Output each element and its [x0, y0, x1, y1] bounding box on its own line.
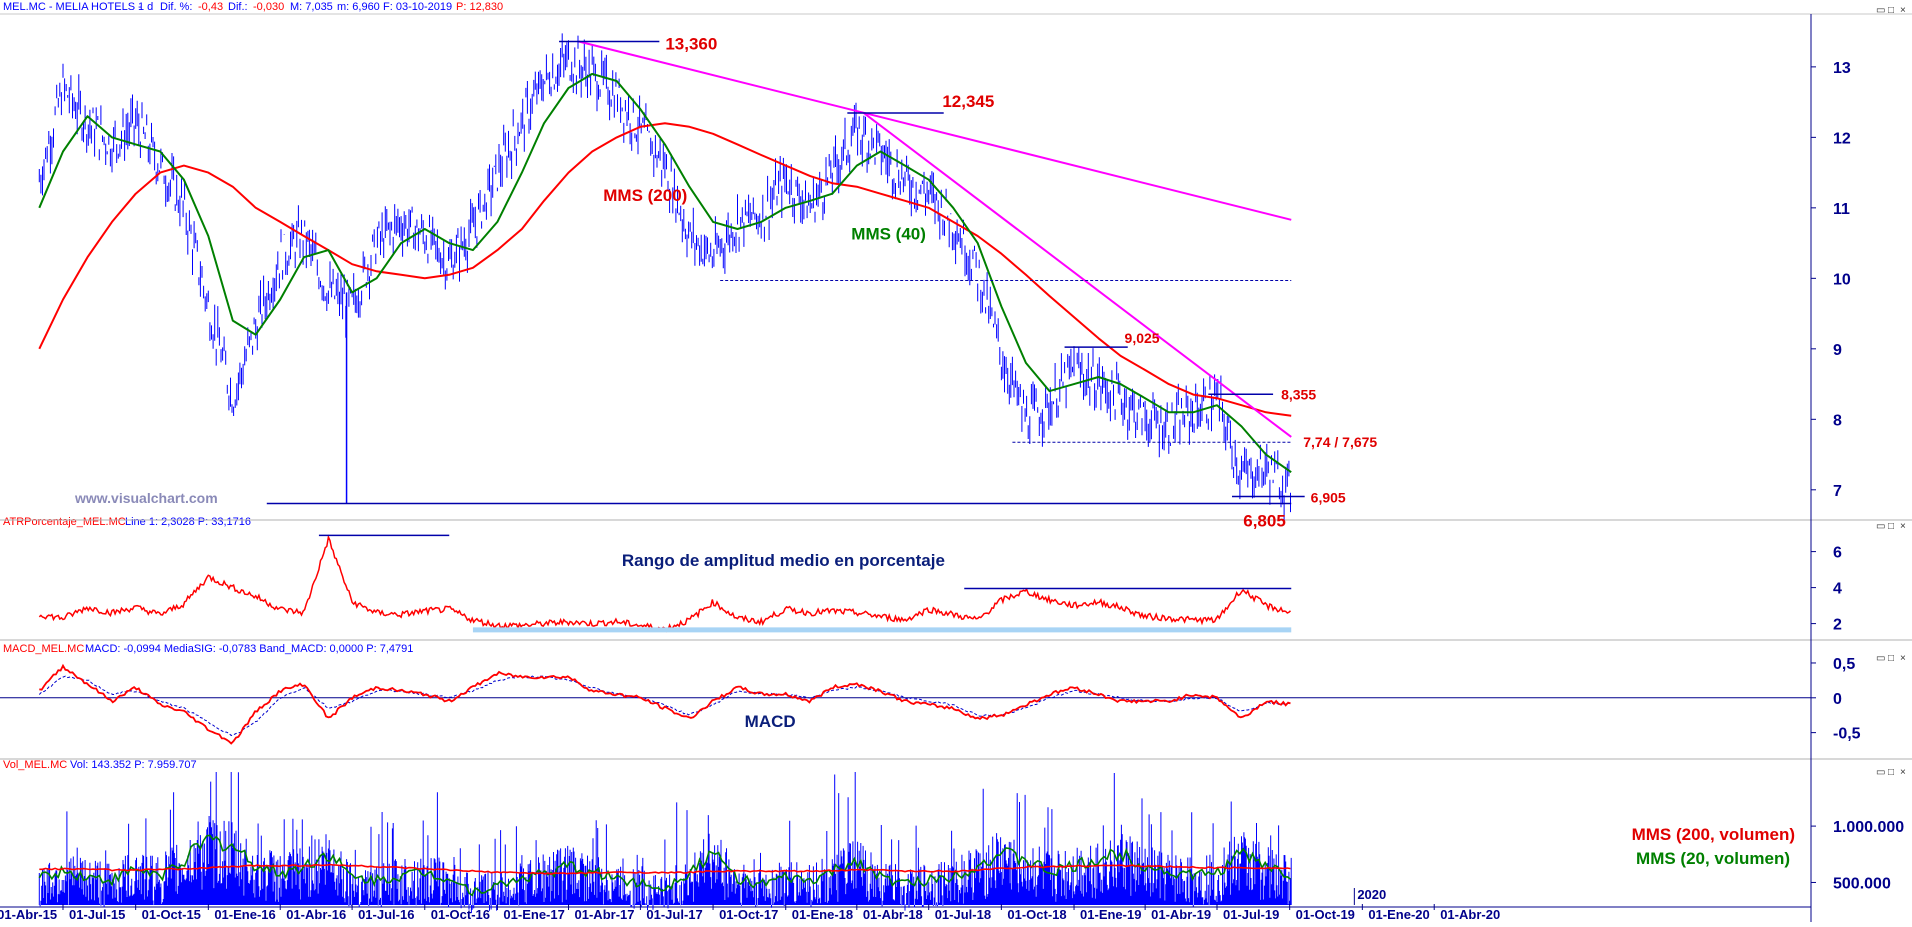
- volume-bars: [38, 772, 1292, 914]
- header-period: 1 d: [138, 1, 153, 13]
- price-y-tick-label: 13: [1833, 60, 1851, 77]
- macd-header-name: MACD_MEL.MC: [3, 643, 84, 655]
- window-button[interactable]: ×: [1900, 767, 1906, 778]
- x-tick-label: 01-Jul-16: [358, 907, 414, 922]
- x-tick-label: 01-Ene-20: [1368, 907, 1429, 922]
- macd-header-values: MACD: -0,0994 MediaSIG: -0,0783 Band_MAC…: [85, 643, 413, 655]
- macd-y-tick-label: 0: [1833, 691, 1842, 708]
- price-y-tick-label: 10: [1833, 271, 1851, 288]
- price-y-tick-label: 12: [1833, 130, 1851, 147]
- window-button[interactable]: □: [1888, 653, 1894, 664]
- x-tick-label: 01-Jul-18: [935, 907, 991, 922]
- x-tick-label: 01-Oct-19: [1296, 907, 1355, 922]
- level-label-13360: 13,360: [665, 34, 717, 53]
- mms200-line: [38, 122, 1292, 417]
- header-symbol: MEL.MC - MELIA HOTELS -: [3, 1, 142, 13]
- x-year-label: 2020: [1357, 887, 1386, 902]
- header-dif: -0,030: [253, 1, 284, 13]
- x-tick-label: 01-Jul-15: [69, 907, 125, 922]
- x-tick-label: 01-Jul-17: [646, 907, 702, 922]
- volume-mms200-label: MMS (200, volumen): [1632, 825, 1795, 844]
- mms40-annotation: MMS (40): [851, 225, 926, 244]
- window-button[interactable]: □: [1888, 767, 1894, 778]
- header-max: M: 7,035: [290, 1, 333, 13]
- x-tick-label: 01-Oct-17: [719, 907, 778, 922]
- volume-mms20-label: MMS (20, volumen): [1636, 849, 1790, 868]
- x-tick-label: 01-Ene-19: [1080, 907, 1141, 922]
- window-button[interactable]: ▭: [1876, 653, 1885, 664]
- window-button[interactable]: ▭: [1876, 767, 1885, 778]
- level-label-6905: 6,905: [1311, 490, 1346, 506]
- x-tick-label: 01-Abr-17: [575, 907, 635, 922]
- header-date: F: 03-10-2019: [383, 1, 452, 13]
- watermark: www.visualchart.com: [74, 490, 218, 506]
- atr-header-name: ATRPorcentaje_MEL.MC: [3, 516, 126, 528]
- atr-title: Rango de amplitud medio en porcentaje: [622, 551, 945, 570]
- trendline: [578, 40, 1292, 221]
- macd-title: MACD: [745, 712, 796, 731]
- level-label-9025: 9,025: [1125, 330, 1160, 346]
- mms200-annotation: MMS (200): [603, 186, 687, 205]
- window-button[interactable]: □: [1888, 5, 1894, 16]
- x-tick-label: 01-Ene-18: [792, 907, 853, 922]
- mms40-line: [38, 72, 1292, 474]
- window-button[interactable]: □: [1888, 521, 1894, 532]
- macd-line: [39, 663, 1291, 745]
- atr-y-tick-label: 2: [1833, 617, 1842, 634]
- x-tick-label: 01-Jul-19: [1223, 907, 1279, 922]
- x-tick-label: 01-Oct-16: [431, 907, 490, 922]
- level-label-8355: 8,355: [1281, 386, 1316, 402]
- price-y-tick-label: 9: [1833, 342, 1842, 359]
- volume-y-tick-label: 1.000.000: [1833, 819, 1904, 836]
- window-button[interactable]: ▭: [1876, 5, 1885, 16]
- atr-y-tick-label: 4: [1833, 581, 1842, 598]
- x-tick-label: 01-Ene-16: [214, 907, 275, 922]
- x-tick-label: 01-Oct-18: [1007, 907, 1066, 922]
- x-tick-label: 01-Abr-19: [1151, 907, 1211, 922]
- price-panel-header: MEL.MC - MELIA HOTELS - 1 d Dif. %: -0,4…: [3, 1, 503, 13]
- volume-mms20-line: [38, 834, 1291, 897]
- header-dif-label2: Dif.:: [228, 1, 248, 13]
- level-label-774: 7,74 / 7,675: [1303, 434, 1377, 450]
- x-tick-label: 01-Oct-15: [142, 907, 201, 922]
- x-tick-label: 01-Abr-20: [1440, 907, 1500, 922]
- atr-panel-header: ATRPorcentaje_MEL.MC Line 1: 2,3028 P: 3…: [3, 516, 251, 528]
- volume-panel-header: Vol_MEL.MC Vol: 143.352 P: 7.959.707: [3, 759, 197, 771]
- window-button[interactable]: ×: [1900, 653, 1906, 664]
- price-bars: [38, 33, 1291, 522]
- x-tick-label: 01-Ene-17: [503, 907, 564, 922]
- header-p: P: 12,830: [456, 1, 503, 13]
- macd-panel-header: MACD_MEL.MC MACD: -0,0994 MediaSIG: -0,0…: [3, 643, 413, 655]
- x-tick-label: 01-Abr-16: [286, 907, 346, 922]
- macd-signal-line: [38, 675, 1291, 737]
- volume-y-tick-label: 500.000: [1833, 875, 1891, 892]
- window-button[interactable]: ▭: [1876, 521, 1885, 532]
- volume-mms200-line: [39, 863, 1291, 875]
- trendline: [863, 112, 1292, 438]
- support-label: 6,805: [1243, 512, 1286, 531]
- level-label-12345: 12,345: [942, 92, 994, 111]
- window-button[interactable]: ×: [1900, 521, 1906, 532]
- x-tick-label: 01-Abr-18: [863, 907, 923, 922]
- price-y-tick-label: 8: [1833, 412, 1842, 429]
- macd-y-tick-label: 0,5: [1833, 656, 1855, 673]
- atr-y-tick-label: 6: [1833, 545, 1842, 562]
- price-y-tick-label: 11: [1833, 201, 1850, 218]
- header-dif-pct: -0,43: [198, 1, 223, 13]
- price-y-tick-label: 7: [1833, 483, 1842, 500]
- volume-header-values: Vol: 143.352 P: 7.959.707: [70, 759, 197, 771]
- window-button[interactable]: ×: [1900, 5, 1906, 16]
- x-tick-label: 01-Abr-15: [0, 907, 57, 922]
- atr-header-values: Line 1: 2,3028 P: 33,1716: [125, 516, 251, 528]
- macd-y-tick-label: -0,5: [1833, 726, 1861, 743]
- header-min: m: 6,960: [337, 1, 380, 13]
- volume-header-name: Vol_MEL.MC: [3, 759, 67, 771]
- header-dif-label: Dif. %:: [160, 1, 192, 13]
